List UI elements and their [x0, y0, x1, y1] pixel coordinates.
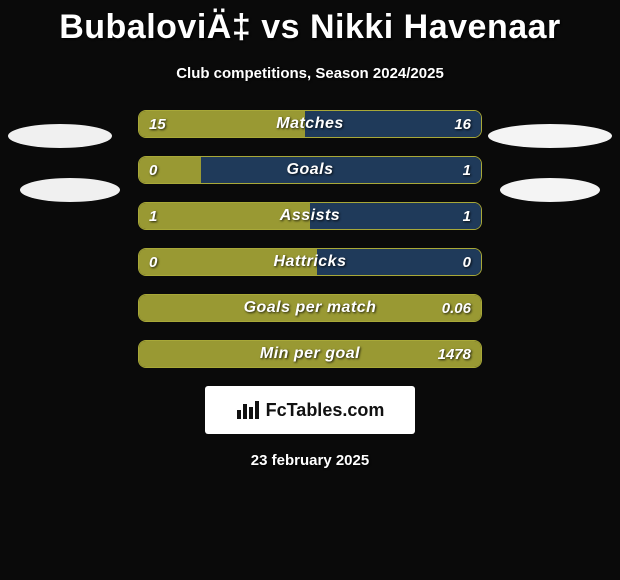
- stat-label: Hattricks: [139, 249, 481, 275]
- brand-text: FcTables.com: [266, 400, 385, 421]
- player-shadow-right: [488, 124, 612, 148]
- stat-row: 1516Matches: [138, 110, 482, 138]
- player-shadow-left: [20, 178, 120, 202]
- stat-label: Assists: [139, 203, 481, 229]
- stat-row: 00Hattricks: [138, 248, 482, 276]
- stat-row: 1478Min per goal: [138, 340, 482, 368]
- brand-logo: FcTables.com: [205, 386, 415, 434]
- stat-row: 11Assists: [138, 202, 482, 230]
- stat-label: Goals per match: [139, 295, 481, 321]
- stat-row: 0.06Goals per match: [138, 294, 482, 322]
- stat-row: 01Goals: [138, 156, 482, 184]
- bar-chart-icon: [236, 400, 260, 420]
- stat-label: Min per goal: [139, 341, 481, 367]
- footer-date: 23 february 2025: [0, 452, 620, 469]
- comparison-chart: 1516Matches 01Goals 11Assists 00Hattricks 0.…: [0, 110, 620, 368]
- stat-label: Matches: [139, 111, 481, 137]
- stat-label: Goals: [139, 157, 481, 183]
- player-shadow-left: [8, 124, 112, 148]
- subtitle: Club competitions, Season 2024/2025: [0, 65, 620, 82]
- page-title: BubaloviÄ‡ vs Nikki Havenaar: [0, 0, 620, 47]
- player-shadow-right: [500, 178, 600, 202]
